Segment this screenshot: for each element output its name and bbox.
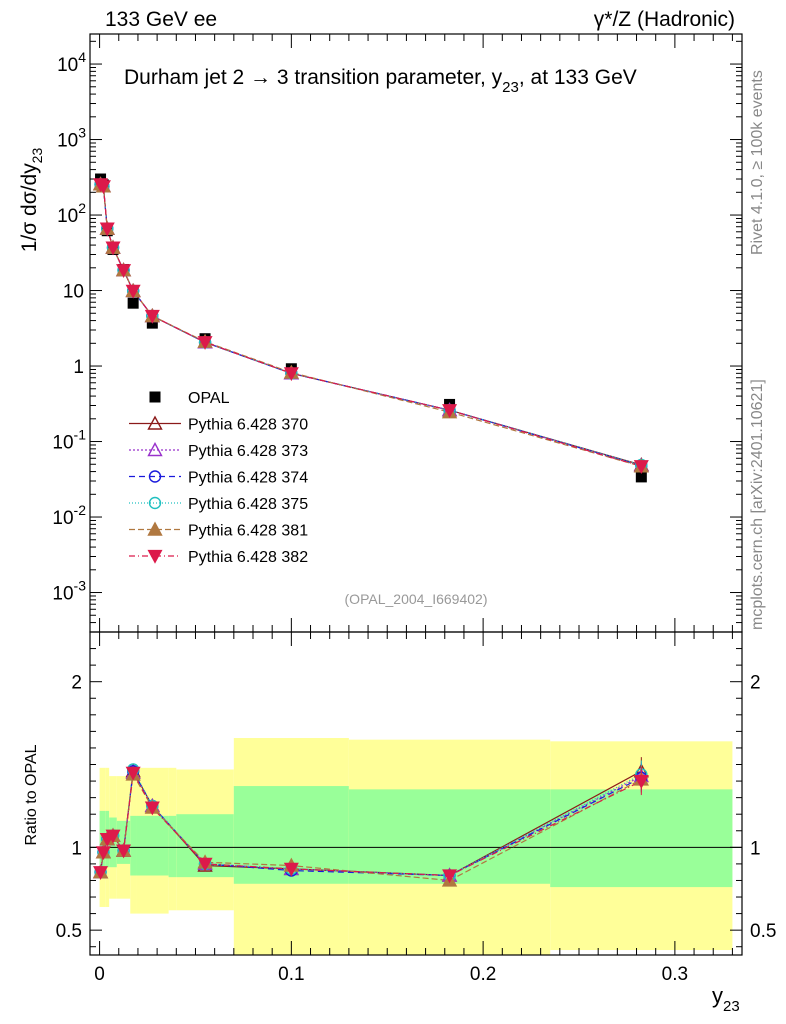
legend-label: Pythia 6.428 370 xyxy=(188,417,308,434)
y-tick-label: 102 xyxy=(57,200,86,227)
ratio-tick-label-left: 1 xyxy=(71,838,82,859)
legend-marker xyxy=(149,391,161,403)
stat-uncertainty-band xyxy=(130,815,137,876)
y-tick-label: 104 xyxy=(57,49,86,76)
plot-title: Durham jet 2 → 3 transition parameter, y… xyxy=(124,66,637,96)
legend-marker xyxy=(147,549,163,564)
rivet-side-label: Rivet 4.1.0, ≥ 100k events xyxy=(749,70,766,255)
y-tick-label-base: 10 xyxy=(52,584,73,605)
data-point xyxy=(116,264,132,278)
legend: OPAL Pythia 6.428 370 Pythia 6.428 373 Pyth… xyxy=(129,390,308,566)
y-tick-label-base: 10 xyxy=(57,55,78,76)
title-sub: 23 xyxy=(502,79,519,96)
y-tick-label-exponent: -3 xyxy=(74,578,87,594)
xlabel-sub: 23 xyxy=(723,998,740,1015)
legend-label: Pythia 6.428 373 xyxy=(188,443,308,460)
data-point xyxy=(442,404,458,418)
ratio-point xyxy=(125,766,141,781)
y-tick-label-exponent: -2 xyxy=(74,502,87,518)
y-tick-label-base: 10 xyxy=(57,131,78,152)
stat-uncertainty-band xyxy=(168,815,177,878)
header-left-label: 133 GeV ee xyxy=(105,8,217,31)
ratio-tick-label-right: 0.5 xyxy=(750,921,776,942)
x-tick-label: 0.3 xyxy=(662,964,688,985)
y-tick-label-base: 10 xyxy=(52,508,73,529)
y-tick-label: 10 xyxy=(63,282,84,303)
legend-marker xyxy=(148,496,162,510)
data-point xyxy=(635,471,647,483)
data-point xyxy=(105,241,121,256)
series-line xyxy=(100,183,642,467)
ratio-point xyxy=(93,866,109,880)
data-point xyxy=(144,309,160,324)
title-main: Durham jet 2 → 3 transition parameter, y xyxy=(124,66,503,89)
ratio-y-label: Ratio to OPAL xyxy=(23,744,40,845)
stat-uncertainty-band xyxy=(550,789,733,888)
y-tick-label-exponent: 3 xyxy=(78,125,86,141)
ratio-point xyxy=(144,801,160,816)
ratio-tick-label-left: 0.5 xyxy=(56,921,82,942)
series-line xyxy=(100,183,642,466)
x-tick-label: 0.1 xyxy=(278,964,304,985)
y-tick-label: 10-1 xyxy=(52,427,86,454)
legend-label: Pythia 6.428 374 xyxy=(188,470,308,487)
data-point xyxy=(633,460,649,475)
y-tick-label-base: 10 xyxy=(57,206,78,227)
ratio-frame xyxy=(89,631,743,956)
y-tick-label: 103 xyxy=(57,125,86,152)
ratio-tick-label-left: 2 xyxy=(71,673,82,694)
legend-label: Pythia 6.428 375 xyxy=(188,496,308,513)
x-axis-label: y23 xyxy=(712,983,740,1015)
ratio-panel: 0 0.1 0.2 0.3 0.5 0.5 1 1 2 2 xyxy=(56,631,776,985)
y-tick-label-exponent: 2 xyxy=(78,200,86,216)
legend-marker xyxy=(148,470,162,483)
xlabel-main: y xyxy=(712,983,723,1008)
ratio-point xyxy=(116,844,132,859)
y-axis-label: 1/σ dσ/dy23 xyxy=(18,148,45,253)
data-point xyxy=(197,336,213,350)
header-right-label: γ*/Z (Hadronic) xyxy=(594,8,735,31)
data-point xyxy=(125,284,141,299)
ratio-point xyxy=(283,862,299,877)
y-tick-label: 1 xyxy=(73,357,84,378)
ratio-point xyxy=(105,829,121,844)
legend-marker xyxy=(147,521,163,536)
title-tail: , at 133 GeV xyxy=(519,66,637,89)
ratio-series-group xyxy=(92,757,649,887)
ylabel-sub: 23 xyxy=(29,148,45,164)
legend-marker xyxy=(147,415,163,430)
ratio-point xyxy=(442,869,458,884)
data-point xyxy=(99,222,115,237)
analysis-watermark: (OPAL_2004_I669402) xyxy=(345,591,488,607)
ratio-point xyxy=(197,857,213,872)
ratio-point xyxy=(633,774,649,789)
y-tick-label: 10-2 xyxy=(52,502,86,529)
data-point xyxy=(95,180,111,195)
mcplots-side-label: mcplots.cern.ch [arXiv:2401.10621] xyxy=(749,379,766,630)
ylabel-main: 1/σ dσ/dy xyxy=(18,163,41,252)
y-tick-label: 10-3 xyxy=(52,578,86,605)
data-point xyxy=(127,297,139,309)
ratio-tick-label-right: 2 xyxy=(750,673,761,694)
main-series-group xyxy=(92,173,649,483)
ratio-point xyxy=(95,846,111,861)
ratio-tick-label-right: 1 xyxy=(750,838,761,859)
y-tick-label-base: 10 xyxy=(52,433,73,454)
data-point xyxy=(283,367,299,382)
legend-label: Pythia 6.428 381 xyxy=(188,523,308,540)
series-line xyxy=(100,183,642,466)
series-line xyxy=(100,183,642,467)
y-tick-label-exponent: 4 xyxy=(78,49,86,65)
x-tick-label: 0 xyxy=(94,964,105,985)
legend-label: OPAL xyxy=(188,390,230,407)
stat-uncertainty-band xyxy=(136,815,169,876)
legend-marker xyxy=(147,442,163,457)
legend-label: Pythia 6.428 382 xyxy=(188,549,308,566)
y-tick-label-exponent: -1 xyxy=(74,427,87,443)
series-line xyxy=(100,183,642,467)
x-tick-label: 0.2 xyxy=(470,964,496,985)
series-line xyxy=(100,183,642,467)
